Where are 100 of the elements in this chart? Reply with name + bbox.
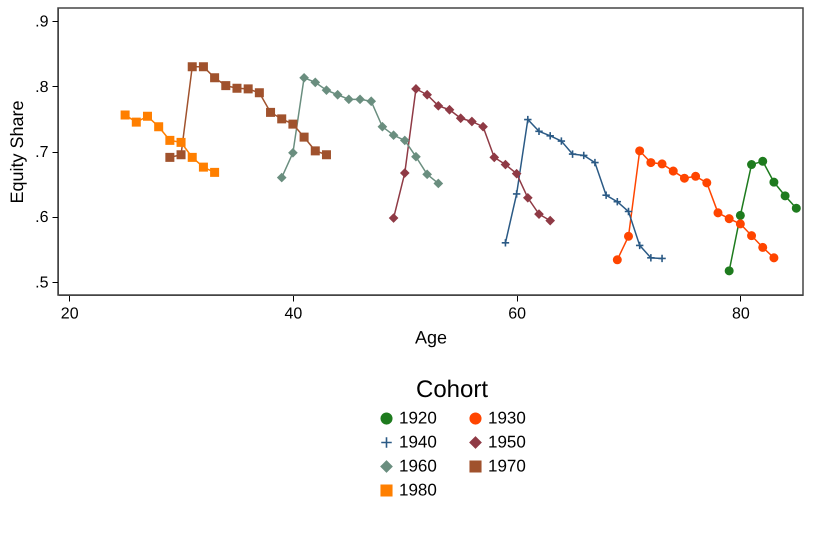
point	[254, 88, 264, 98]
point	[523, 115, 532, 124]
point	[210, 73, 220, 82]
point	[792, 204, 801, 213]
point	[579, 150, 588, 160]
point	[120, 110, 130, 120]
point	[500, 160, 510, 170]
point	[310, 78, 320, 87]
point	[165, 136, 174, 145]
point	[612, 197, 622, 206]
legend-label: 1970	[488, 456, 526, 476]
point	[568, 150, 578, 159]
point	[512, 169, 522, 178]
point	[188, 62, 197, 72]
point	[646, 253, 656, 262]
point	[198, 162, 208, 172]
point	[467, 116, 476, 126]
point	[310, 146, 320, 156]
point	[534, 126, 544, 136]
y-tick-label: .9	[35, 14, 49, 31]
point	[445, 105, 454, 114]
point	[165, 152, 174, 162]
x-tick-label: 20	[60, 306, 79, 322]
point	[288, 120, 298, 129]
point	[300, 73, 309, 82]
point	[658, 254, 667, 263]
point	[478, 122, 488, 132]
x-tick-label: 80	[732, 306, 750, 322]
point	[400, 136, 410, 145]
legend-label: 1960	[399, 456, 437, 476]
legend-label: 1950	[488, 432, 526, 452]
point	[333, 90, 342, 100]
point	[602, 190, 611, 200]
point	[142, 112, 152, 121]
point	[523, 193, 532, 202]
point	[411, 152, 420, 162]
legend-title: Cohort	[416, 376, 488, 403]
point	[221, 81, 230, 90]
point	[176, 150, 186, 160]
point	[366, 96, 376, 106]
point	[769, 253, 778, 262]
point	[758, 242, 768, 252]
point	[758, 156, 768, 166]
point	[590, 158, 600, 168]
point	[702, 178, 712, 188]
point	[713, 208, 722, 218]
point	[512, 189, 522, 198]
point	[434, 101, 443, 110]
point	[635, 240, 644, 250]
point	[277, 114, 286, 124]
point	[210, 168, 220, 177]
point	[724, 214, 734, 224]
y-tick-label: .7	[35, 144, 49, 161]
point	[546, 216, 555, 226]
x-tick-label: 40	[284, 306, 302, 322]
point	[266, 108, 276, 117]
y-tick-label: .5	[35, 274, 49, 292]
point	[411, 84, 420, 94]
y-tick-label: .6	[35, 209, 49, 226]
point	[736, 210, 745, 220]
point	[635, 146, 644, 156]
point	[736, 219, 745, 228]
point	[624, 232, 634, 241]
point	[680, 174, 689, 183]
point	[556, 136, 566, 146]
legend-label: 1940	[399, 432, 437, 452]
point	[422, 170, 432, 179]
point	[322, 86, 331, 95]
point	[747, 231, 756, 240]
point	[658, 159, 667, 168]
point	[434, 178, 443, 188]
point	[188, 152, 197, 162]
point	[780, 191, 790, 200]
legend-label: 1920	[399, 408, 437, 428]
y-tick-label: .8	[35, 78, 49, 96]
point	[244, 84, 253, 94]
point	[500, 238, 510, 248]
point	[300, 132, 309, 142]
point	[422, 90, 432, 100]
point	[277, 173, 286, 182]
point	[456, 114, 466, 123]
point	[378, 122, 387, 132]
point	[356, 94, 365, 104]
point	[747, 160, 756, 170]
point	[546, 131, 555, 140]
point	[176, 138, 186, 147]
point	[691, 172, 700, 181]
point	[232, 84, 242, 93]
point	[668, 166, 678, 176]
point	[322, 150, 331, 160]
point	[389, 214, 398, 223]
point	[724, 266, 734, 276]
point	[646, 158, 656, 168]
point	[534, 210, 544, 219]
y-axis-title: Equity Share	[7, 100, 28, 204]
point	[344, 94, 354, 104]
legend-label: 1980	[399, 480, 437, 500]
point	[288, 148, 298, 158]
point	[400, 168, 410, 178]
point	[132, 118, 141, 127]
